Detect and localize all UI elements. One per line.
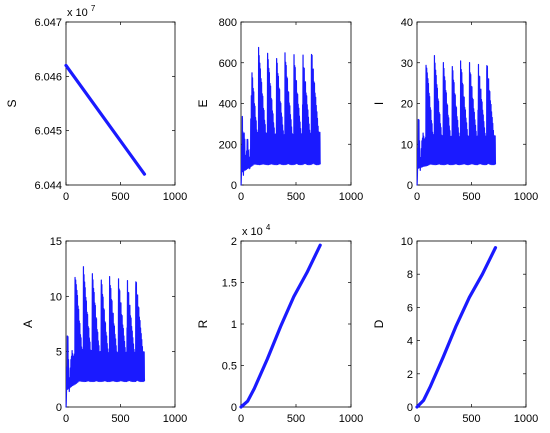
x-tick-label: 1000 xyxy=(514,191,538,203)
x-tick-label: 1000 xyxy=(339,191,363,203)
y-tick-label: 2 xyxy=(407,369,413,381)
x-tick-label: 500 xyxy=(462,191,480,203)
y-tick-label: 1.5 xyxy=(222,278,237,290)
y-tick-label: 1 xyxy=(231,319,237,331)
x-tick-label: 1000 xyxy=(163,413,187,425)
panel-r: 0 500 1000 0 0.5 1 1.5 2 Rx 10 4 xyxy=(196,223,363,425)
series-line xyxy=(65,266,146,408)
axis-multiplier: x 10 4 xyxy=(242,223,271,238)
y-tick-label: 400 xyxy=(219,99,237,111)
x-tick-label: 500 xyxy=(462,413,480,425)
x-tick-label: 0 xyxy=(238,413,244,425)
x-tick-label: 500 xyxy=(111,191,129,203)
y-tick-label: 800 xyxy=(219,17,237,29)
x-tick-label: 1000 xyxy=(163,191,187,203)
axis-multiplier: x 10 7 xyxy=(67,4,96,19)
y-tick-label: 200 xyxy=(219,139,237,151)
y-tick-label: 6.044 xyxy=(34,180,62,192)
x-tick-label: 500 xyxy=(287,413,305,425)
y-axis-label: D xyxy=(372,319,386,328)
x-tick-label: 0 xyxy=(414,191,420,203)
series-line xyxy=(415,246,498,409)
y-tick-label: 0 xyxy=(407,180,413,192)
series-line xyxy=(64,63,147,176)
x-tick-label: 0 xyxy=(63,191,69,203)
panel-d: 0 500 1000 0 2 4 6 8 10 D xyxy=(372,236,538,425)
x-tick-label: 0 xyxy=(238,191,244,203)
series-line xyxy=(240,46,321,186)
panel-i: 0 500 1000 0 10 20 30 40 I xyxy=(372,17,538,203)
x-tick-label: 0 xyxy=(414,413,420,425)
y-tick-label: 4 xyxy=(407,336,413,348)
y-tick-label: 6.045 xyxy=(34,126,62,138)
y-tick-label: 40 xyxy=(401,17,413,29)
x-tick-label: 1000 xyxy=(339,413,363,425)
y-tick-label: 10 xyxy=(401,236,413,248)
y-tick-label: 30 xyxy=(401,58,413,70)
y-tick-label: 0 xyxy=(231,402,237,414)
y-axis-label: E xyxy=(196,99,210,107)
y-tick-label: 10 xyxy=(50,291,62,303)
panel-e: 0 500 1000 0 200 400 600 800 E xyxy=(196,17,363,203)
series-line xyxy=(416,54,497,186)
y-tick-label: 6 xyxy=(407,302,413,314)
y-tick-label: 6.046 xyxy=(34,71,62,83)
y-tick-label: 8 xyxy=(407,269,413,281)
y-tick-label: 0 xyxy=(56,402,62,414)
x-tick-label: 500 xyxy=(111,413,129,425)
y-axis-label: I xyxy=(372,102,386,105)
y-tick-label: 0.5 xyxy=(222,361,237,373)
y-tick-label: 600 xyxy=(219,58,237,70)
y-tick-label: 15 xyxy=(50,236,62,248)
plot-frame xyxy=(65,21,176,186)
panel-s: 0 500 1000 6.044 6.045 6.046 6.047 Sx 10 7 xyxy=(5,4,187,203)
y-tick-label: 5 xyxy=(56,347,62,359)
y-axis-label: S xyxy=(5,99,19,107)
series-line xyxy=(239,243,322,409)
y-tick-label: 20 xyxy=(401,99,413,111)
y-axis-label: R xyxy=(196,319,210,328)
panel-a: 0 500 1000 0 5 10 15 A xyxy=(21,236,187,425)
y-tick-label: 2 xyxy=(231,236,237,248)
y-tick-label: 6.047 xyxy=(34,17,62,29)
y-tick-label: 10 xyxy=(401,139,413,151)
x-tick-label: 1000 xyxy=(514,413,538,425)
y-tick-label: 0 xyxy=(407,402,413,414)
x-tick-label: 0 xyxy=(63,413,69,425)
x-tick-label: 500 xyxy=(287,191,305,203)
y-tick-label: 0 xyxy=(231,180,237,192)
y-axis-label: A xyxy=(21,320,35,328)
